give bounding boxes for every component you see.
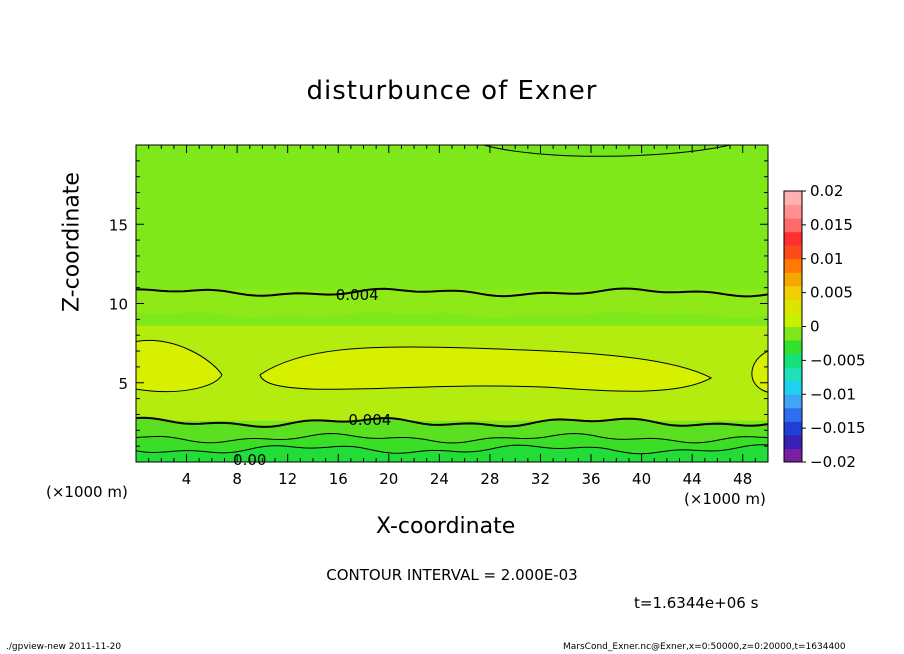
contour-label-0: 0.004	[336, 286, 379, 304]
time-stamp: t=1.6344e+06 s	[634, 594, 759, 612]
colorbar-swatch-5	[784, 380, 802, 395]
colorbar-label-5: −0.005	[810, 351, 866, 369]
colorbar-swatch-7	[784, 353, 802, 368]
colorbar-swatch-15	[784, 245, 802, 260]
y-tick-label-5: 5	[118, 375, 128, 393]
colorbar-swatch-0	[784, 448, 802, 463]
colorbar-swatch-10	[784, 312, 802, 327]
colorbar-swatch-16	[784, 231, 802, 246]
colorbar-swatch-8	[784, 340, 802, 355]
x-tick-label-36: 36	[581, 470, 600, 488]
contour-interval-text: CONTOUR INTERVAL = 2.000E-03	[326, 566, 578, 584]
colorbar-swatch-9	[784, 326, 802, 341]
colorbar-label-2: 0.01	[810, 250, 843, 268]
colorbar-swatch-13	[784, 272, 802, 287]
colorbar-swatch-18	[784, 204, 802, 219]
colorbar-label-4: 0	[810, 318, 820, 336]
field-blob-center	[259, 346, 712, 392]
contour-line-low3	[136, 444, 768, 455]
x-tick-label-20: 20	[379, 470, 398, 488]
colorbar-label-0: 0.02	[810, 182, 843, 200]
colorbar-label-8: −0.02	[810, 453, 856, 471]
colorbar-swatch-2	[784, 421, 802, 436]
colorbar-swatch-17	[784, 218, 802, 233]
x-tick-label-12: 12	[278, 470, 297, 488]
x-tick-label-4: 4	[182, 470, 192, 488]
colorbar-label-3: 0.005	[810, 284, 853, 302]
colorbar-label-1: 0.015	[810, 216, 853, 234]
colorbar-swatch-6	[784, 367, 802, 382]
colorbar-label-7: −0.015	[810, 419, 866, 437]
x-tick-label-16: 16	[329, 470, 348, 488]
contour-line-blob-right	[751, 350, 768, 393]
contour-line-blob-left	[136, 340, 223, 393]
field-band-low3	[136, 444, 768, 462]
y-axis-label-text: Z-coordinate	[59, 172, 85, 312]
colorbar-label-6: −0.01	[810, 385, 856, 403]
colorbar-swatch-4	[784, 394, 802, 409]
contour-line-low2	[136, 432, 768, 444]
colorbar-swatch-12	[784, 285, 802, 300]
x-tick-label-24: 24	[430, 470, 449, 488]
x-tick-label-28: 28	[480, 470, 499, 488]
x-tick-label-8: 8	[232, 470, 242, 488]
field-band-b1	[136, 289, 768, 318]
colorbar-swatch-19	[784, 191, 802, 206]
contour-line-lower	[136, 416, 768, 428]
x-axis-unit-right: (×1000 m)	[684, 490, 766, 508]
contour-label-1: 0.004	[348, 411, 391, 429]
x-tick-label-48: 48	[733, 470, 752, 488]
colorbar-swatch-14	[784, 258, 802, 273]
x-tick-label-40: 40	[632, 470, 651, 488]
contour-line-upper	[136, 287, 768, 298]
y-tick-label-10: 10	[109, 296, 128, 314]
contour-line-blob-center	[259, 346, 713, 392]
y-tick-label-15: 15	[109, 216, 128, 234]
x-axis-label: X-coordinate	[376, 514, 516, 539]
x-tick-label-44: 44	[683, 470, 702, 488]
colorbar-swatch-3	[784, 407, 802, 422]
x-tick-label-32: 32	[531, 470, 550, 488]
chart-title: disturbunce of Exner	[306, 76, 598, 106]
field-blob-left	[136, 340, 222, 392]
footer-left: ./gpview-new 2011-11-20	[6, 642, 122, 652]
colorbar-swatch-1	[784, 434, 802, 449]
contour-line-top	[483, 145, 731, 157]
footer-right: MarsCond_Exner.nc@Exner,x=0:50000,z=0:20…	[563, 642, 846, 652]
y-axis-label: Z-coordinate	[60, 172, 85, 312]
field-group	[136, 145, 768, 462]
colorbar-swatch-11	[784, 299, 802, 314]
x-axis-unit-left: (×1000 m)	[46, 483, 128, 501]
